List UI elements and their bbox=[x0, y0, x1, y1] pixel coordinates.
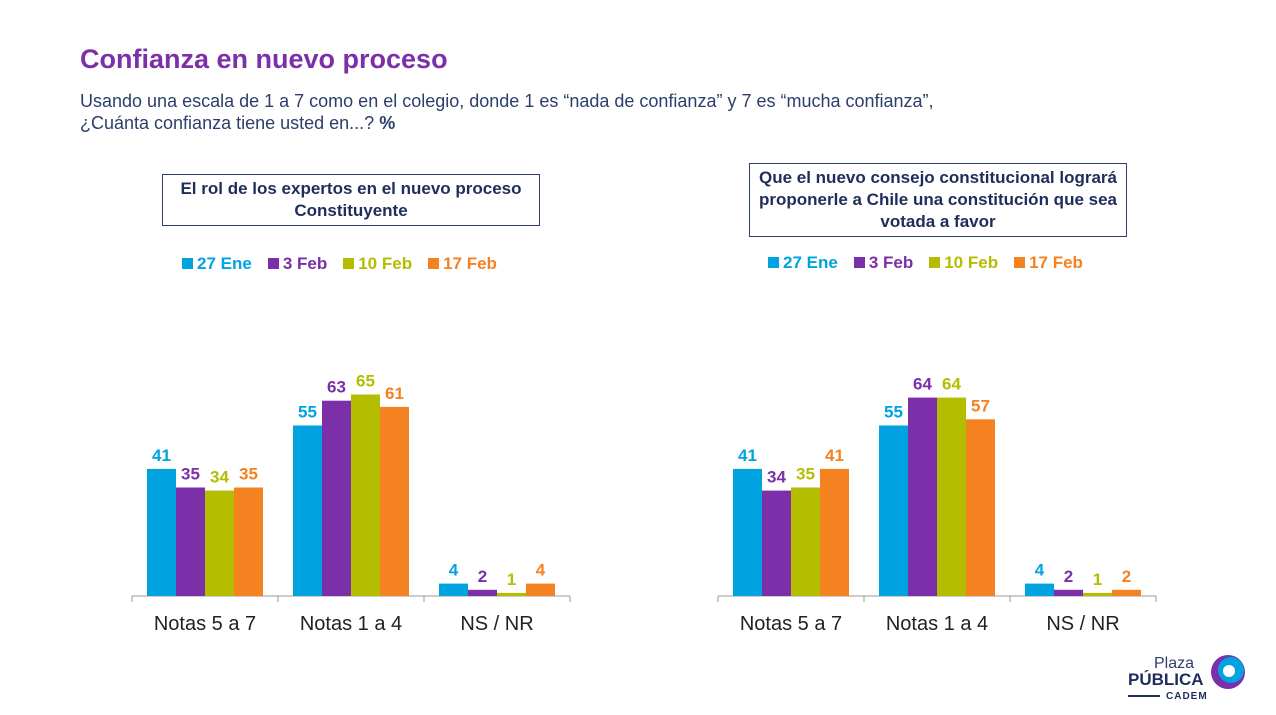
legend-item: 3 Feb bbox=[853, 253, 914, 273]
svg-text:CADEM: CADEM bbox=[1166, 691, 1208, 702]
category-label: Notas 5 a 7 bbox=[740, 613, 842, 635]
bar bbox=[762, 490, 791, 596]
legend-swatch bbox=[853, 257, 865, 268]
data-label: 35 bbox=[181, 465, 200, 484]
legend-swatch bbox=[182, 258, 193, 269]
chart1-title: El rol de los expertos en el nuevo proce… bbox=[162, 174, 540, 226]
data-label: 2 bbox=[1064, 567, 1073, 586]
subtitle-line2: ¿Cuánta confianza tiene usted en...? bbox=[80, 113, 375, 133]
svg-text:PÚBLICA: PÚBLICA bbox=[1128, 670, 1204, 689]
legend-label: 17 Feb bbox=[1029, 253, 1083, 272]
bar bbox=[1025, 583, 1054, 596]
legend-label: 17 Feb bbox=[443, 254, 497, 273]
bar bbox=[322, 400, 351, 596]
data-label: 55 bbox=[298, 403, 317, 422]
bar bbox=[908, 397, 937, 596]
bar bbox=[966, 419, 995, 596]
legend-label: 3 Feb bbox=[868, 253, 914, 272]
data-label: 4 bbox=[536, 561, 546, 580]
data-label: 63 bbox=[327, 378, 346, 397]
bar bbox=[380, 406, 409, 596]
data-label: 64 bbox=[913, 375, 932, 394]
bar bbox=[147, 468, 176, 596]
data-label: 55 bbox=[884, 403, 903, 422]
legend-label: 3 Feb bbox=[282, 254, 328, 273]
plaza-publica-cadem-logo: Plaza PÚBLICA CADEM bbox=[1128, 652, 1248, 702]
data-label: 41 bbox=[738, 446, 757, 465]
data-label: 61 bbox=[385, 384, 404, 403]
legend-label: 27 Ene bbox=[783, 253, 838, 272]
bar bbox=[1112, 589, 1141, 596]
subtitle-unit: % bbox=[379, 113, 396, 133]
page-subtitle: Usando una escala de 1 a 7 como en el co… bbox=[80, 90, 934, 134]
legend-swatch bbox=[267, 258, 279, 269]
data-label: 1 bbox=[507, 570, 516, 589]
category-label: Notas 1 a 4 bbox=[886, 613, 988, 635]
bar bbox=[468, 589, 497, 596]
legend-label: 10 Feb bbox=[358, 254, 413, 273]
data-label: 4 bbox=[449, 561, 459, 580]
category-label: Notas 1 a 4 bbox=[300, 613, 402, 635]
legend-item: 17 Feb bbox=[428, 254, 497, 274]
chart2-legend: 27 Ene 3 Feb 10 Feb 17 Feb bbox=[768, 253, 1083, 273]
legend-label: 10 Feb bbox=[944, 253, 999, 272]
data-label: 4 bbox=[1035, 561, 1045, 580]
bar bbox=[733, 468, 762, 596]
chart2-title: Que el nuevo consejo constitucional logr… bbox=[749, 163, 1127, 237]
bar bbox=[526, 583, 555, 596]
data-label: 35 bbox=[239, 465, 258, 484]
bar bbox=[439, 583, 468, 596]
page-title: Confianza en nuevo proceso bbox=[80, 44, 448, 74]
bar bbox=[176, 487, 205, 596]
legend-swatch bbox=[343, 258, 355, 269]
legend-swatch bbox=[929, 257, 941, 268]
data-label: 64 bbox=[942, 375, 961, 394]
bar bbox=[820, 468, 849, 596]
data-label: 2 bbox=[1122, 567, 1131, 586]
legend-swatch bbox=[428, 258, 440, 269]
bar bbox=[879, 425, 908, 596]
data-label: 57 bbox=[971, 396, 990, 415]
bar bbox=[1083, 592, 1112, 596]
category-label: Notas 5 a 7 bbox=[154, 613, 256, 635]
legend-item: 3 Feb bbox=[267, 254, 328, 274]
legend-label: 27 Ene bbox=[197, 254, 252, 273]
legend-item: 10 Feb bbox=[929, 253, 998, 273]
subtitle-line1: Usando una escala de 1 a 7 como en el co… bbox=[80, 91, 934, 111]
category-label: NS / NR bbox=[460, 613, 533, 635]
bar bbox=[234, 487, 263, 596]
legend-item: 27 Ene bbox=[182, 254, 252, 274]
svg-text:Plaza: Plaza bbox=[1154, 655, 1194, 672]
data-label: 41 bbox=[825, 446, 844, 465]
legend-item: 17 Feb bbox=[1014, 253, 1083, 273]
bar bbox=[791, 487, 820, 596]
bar bbox=[205, 490, 234, 596]
legend-swatch bbox=[1014, 257, 1026, 268]
data-label: 34 bbox=[767, 468, 786, 487]
category-label: NS / NR bbox=[1046, 613, 1119, 635]
bar bbox=[937, 397, 966, 596]
legend-item: 27 Ene bbox=[768, 253, 838, 273]
data-label: 34 bbox=[210, 468, 229, 487]
chart1-legend: 27 Ene 3 Feb 10 Feb 17 Feb bbox=[182, 254, 497, 274]
data-label: 35 bbox=[796, 465, 815, 484]
legend-swatch bbox=[768, 257, 779, 268]
bar bbox=[497, 592, 526, 596]
data-label: 65 bbox=[356, 372, 375, 391]
data-label: 41 bbox=[152, 446, 171, 465]
data-label: 1 bbox=[1093, 570, 1102, 589]
bar bbox=[1054, 589, 1083, 596]
bar bbox=[351, 394, 380, 596]
data-label: 2 bbox=[478, 567, 487, 586]
legend-item: 10 Feb bbox=[343, 254, 412, 274]
bar bbox=[293, 425, 322, 596]
